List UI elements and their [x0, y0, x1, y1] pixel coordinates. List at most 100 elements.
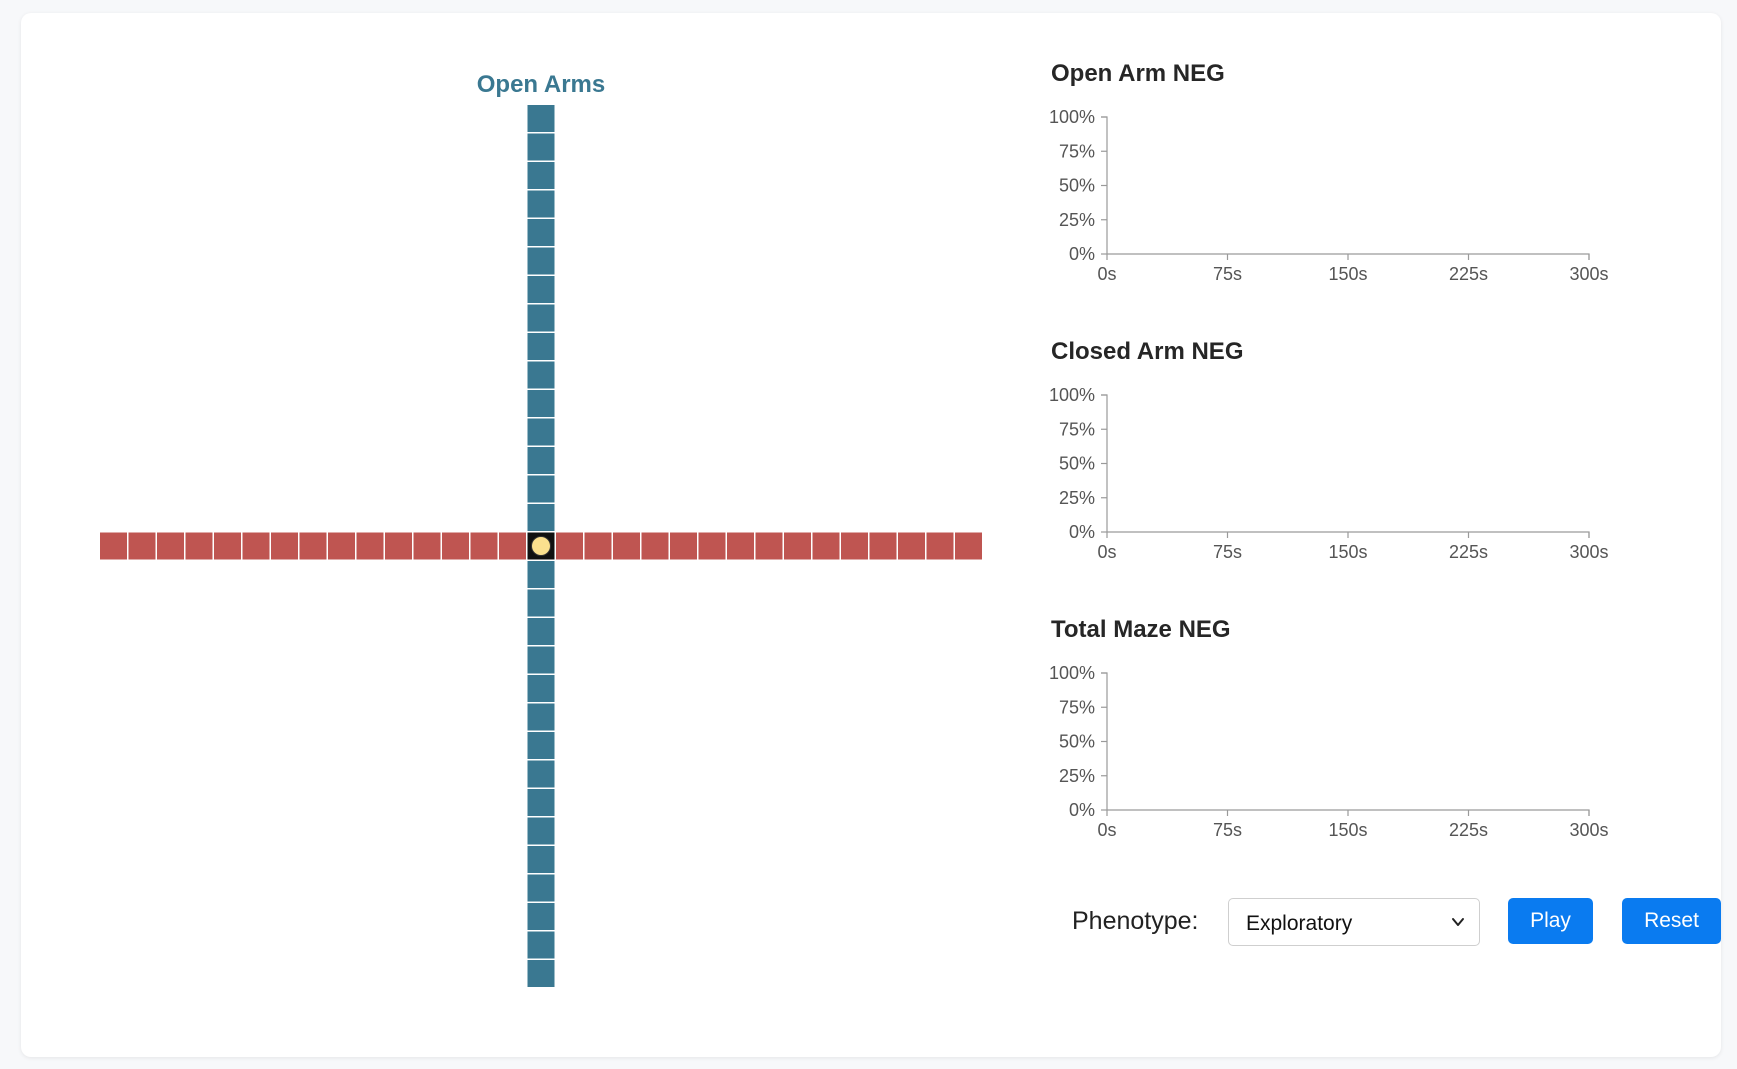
y-tick-label: 100%	[1049, 107, 1095, 127]
phenotype-select[interactable]: Exploratory	[1228, 898, 1480, 946]
chart-axes	[1101, 394, 1590, 538]
chart-1: Open Arm NEG 0% 25% 50% 75% 100% 0s 75s 150s 225s…	[1049, 60, 1609, 284]
x-tick-label: 300s	[1569, 542, 1608, 562]
x-tick-label: 225s	[1449, 820, 1488, 840]
animal-marker	[531, 536, 551, 556]
closed-arm-west-cell	[497, 531, 528, 561]
closed-arm-west-cell	[212, 531, 243, 561]
x-tick-label: 75s	[1213, 264, 1242, 284]
closed-arm-east-cell	[697, 531, 727, 561]
y-tick-label: 75%	[1059, 141, 1095, 161]
closed-arm-east-cell	[554, 531, 585, 561]
x-tick-label: 0s	[1097, 542, 1116, 562]
open-arm-south-cell	[526, 559, 556, 590]
open-arm-south-cell	[526, 958, 556, 989]
x-tick-label: 225s	[1449, 264, 1488, 284]
closed-arm-east-cell	[640, 531, 670, 561]
closed-arm-west-cell	[469, 531, 499, 561]
open-arm-south-cell	[526, 588, 556, 618]
phenotype-label: Phenotype:	[1072, 907, 1199, 935]
closed-arm-west-cell	[269, 531, 300, 561]
open-arm-south-cell	[526, 816, 556, 846]
closed-arm-west-cell	[241, 531, 271, 561]
open-arm-north-cell	[526, 132, 556, 162]
closed-arm-west-cell	[98, 531, 129, 561]
y-tick-label: 25%	[1059, 766, 1095, 786]
open-arm-north-cell	[526, 417, 556, 447]
open-arm-north-cell	[526, 303, 556, 333]
y-tick-label: 25%	[1059, 488, 1095, 508]
y-tick-label: 25%	[1059, 210, 1095, 230]
chart-3: Total Maze NEG 0% 25% 50% 75% 100% 0s 75s 150s 22…	[1049, 616, 1609, 840]
closed-arm-west-cell	[298, 531, 328, 561]
maze-title: Open Arms	[477, 71, 605, 98]
open-arm-north-cell	[526, 160, 556, 191]
x-tick-label: 150s	[1328, 820, 1367, 840]
open-arm-south-cell	[526, 873, 556, 903]
closed-arm-east-cell	[839, 531, 870, 561]
open-arm-north-cell	[526, 388, 556, 419]
closed-arm-east-cell	[611, 531, 642, 561]
x-tick-label: 75s	[1213, 820, 1242, 840]
closed-arm-east-cell	[754, 531, 784, 561]
x-tick-label: 0s	[1097, 820, 1116, 840]
open-arm-south-cell	[526, 645, 556, 675]
y-tick-label: 50%	[1059, 454, 1095, 474]
closed-arm-west-cell	[412, 531, 442, 561]
phenotype-selected-value: Exploratory	[1246, 912, 1353, 935]
x-tick-label: 300s	[1569, 820, 1608, 840]
closed-arm-east-cell	[868, 531, 898, 561]
closed-arm-west-cell	[184, 531, 214, 561]
closed-arm-east-cell	[925, 531, 955, 561]
charts-panel: Open Arm NEG 0% 25% 50% 75% 100% 0s 75s 150s 225s…	[1049, 60, 1609, 840]
open-arm-north-cell	[526, 360, 556, 390]
closed-arm-east-cell	[583, 531, 613, 561]
maze-and-charts-canvas: Open Arms Open Arm NEG 0% 25% 50% 75% 100% 0s 7…	[98, 60, 1609, 989]
y-tick-label: 75%	[1059, 697, 1095, 717]
open-arm-north-cell	[526, 217, 556, 248]
play-button[interactable]: Play	[1508, 898, 1593, 944]
y-tick-label: 0%	[1069, 244, 1095, 264]
chart-title: Open Arm NEG	[1051, 60, 1225, 87]
controls-bar: Phenotype: Exploratory Play Reset	[1072, 898, 1732, 946]
x-tick-label: 150s	[1328, 264, 1367, 284]
reset-button[interactable]: Reset	[1622, 898, 1721, 944]
open-arm-south-cell	[526, 787, 556, 818]
chart-axes	[1101, 672, 1590, 816]
open-arm-north-cell	[526, 445, 556, 476]
open-arm-north-cell	[526, 331, 556, 362]
open-arm-north-cell	[526, 246, 556, 276]
open-arm-south-cell	[526, 673, 556, 704]
open-arm-south-cell	[526, 759, 556, 789]
closed-arm-west-cell	[440, 531, 471, 561]
x-tick-label: 0s	[1097, 264, 1116, 284]
y-tick-label: 0%	[1069, 800, 1095, 820]
closed-arm-west-cell	[155, 531, 186, 561]
chart-2: Closed Arm NEG 0% 25% 50% 75% 100% 0s 75s 150s 22…	[1049, 338, 1609, 562]
open-arm-south-cell	[526, 702, 556, 732]
x-tick-label: 75s	[1213, 542, 1242, 562]
y-tick-label: 0%	[1069, 522, 1095, 542]
chevron-down-icon	[1452, 918, 1464, 926]
x-tick-label: 150s	[1328, 542, 1367, 562]
chart-title: Closed Arm NEG	[1051, 338, 1243, 365]
closed-arm-east-cell	[896, 531, 927, 561]
y-tick-label: 50%	[1059, 732, 1095, 752]
closed-arm-east-cell	[668, 531, 699, 561]
y-tick-label: 100%	[1049, 663, 1095, 683]
chart-title: Total Maze NEG	[1051, 616, 1231, 643]
open-arm-north-cell	[526, 502, 556, 533]
open-arm-north-cell	[526, 103, 556, 134]
closed-arm-west-cell	[127, 531, 157, 561]
closed-arm-west-cell	[355, 531, 385, 561]
chart-axes	[1101, 116, 1590, 260]
main-card: Open Arms Open Arm NEG 0% 25% 50% 75% 100% 0s 7…	[21, 13, 1721, 1057]
closed-arm-east-cell	[725, 531, 756, 561]
open-arm-south-cell	[526, 901, 556, 932]
open-arm-south-cell	[526, 844, 556, 875]
elevated-plus-maze	[98, 103, 984, 989]
open-arm-south-cell	[526, 616, 556, 647]
open-arm-north-cell	[526, 274, 556, 305]
closed-arm-east-cell	[953, 531, 984, 561]
y-tick-label: 75%	[1059, 419, 1095, 439]
